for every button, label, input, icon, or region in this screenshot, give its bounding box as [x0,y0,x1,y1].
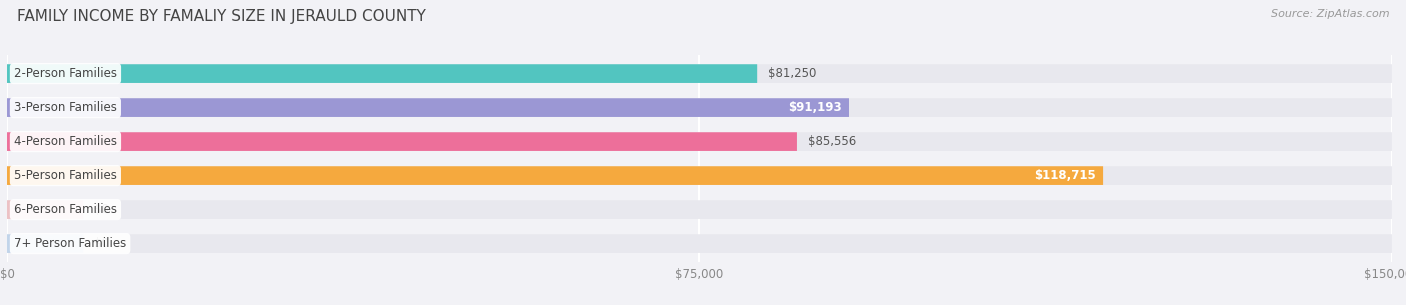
FancyBboxPatch shape [7,234,1392,253]
Text: $81,250: $81,250 [768,67,817,80]
Text: 6-Person Families: 6-Person Families [14,203,117,216]
Text: 2-Person Families: 2-Person Families [14,67,117,80]
Text: Source: ZipAtlas.com: Source: ZipAtlas.com [1271,9,1389,19]
Text: $85,556: $85,556 [808,135,856,148]
FancyBboxPatch shape [7,132,797,151]
Text: $91,193: $91,193 [789,101,842,114]
FancyBboxPatch shape [7,98,1392,117]
Text: $0: $0 [94,237,110,250]
Text: $118,715: $118,715 [1035,169,1097,182]
Text: 5-Person Families: 5-Person Families [14,169,117,182]
Text: 3-Person Families: 3-Person Families [14,101,117,114]
Text: $0: $0 [94,203,110,216]
FancyBboxPatch shape [7,64,1392,83]
FancyBboxPatch shape [7,98,849,117]
FancyBboxPatch shape [7,166,1392,185]
FancyBboxPatch shape [7,200,1392,219]
FancyBboxPatch shape [7,132,1392,151]
FancyBboxPatch shape [7,64,758,83]
Text: 4-Person Families: 4-Person Families [14,135,117,148]
FancyBboxPatch shape [7,200,83,219]
FancyBboxPatch shape [7,166,1104,185]
Text: 7+ Person Families: 7+ Person Families [14,237,127,250]
FancyBboxPatch shape [7,234,83,253]
Text: FAMILY INCOME BY FAMALIY SIZE IN JERAULD COUNTY: FAMILY INCOME BY FAMALIY SIZE IN JERAULD… [17,9,426,24]
